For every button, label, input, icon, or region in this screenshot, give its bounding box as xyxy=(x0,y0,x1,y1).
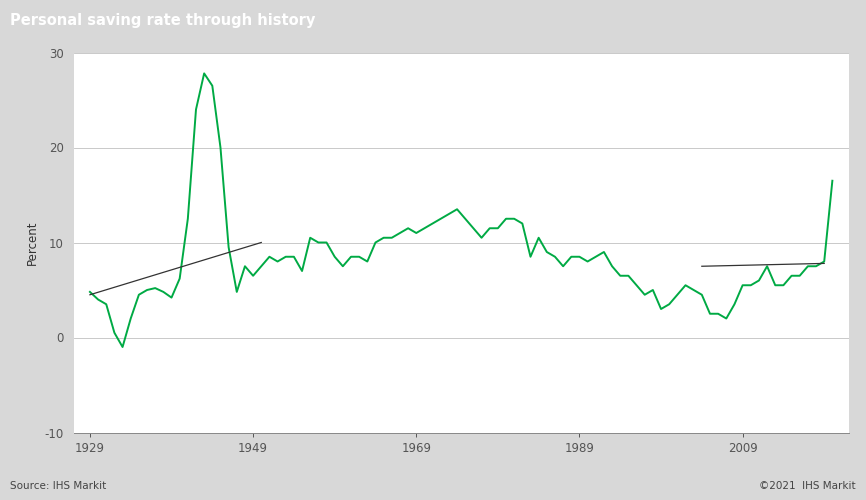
Y-axis label: Percent: Percent xyxy=(26,220,39,265)
Text: Source: IHS Markit: Source: IHS Markit xyxy=(10,481,107,491)
Text: Personal saving rate through history: Personal saving rate through history xyxy=(10,14,316,28)
Text: ©2021  IHS Markit: ©2021 IHS Markit xyxy=(759,481,856,491)
